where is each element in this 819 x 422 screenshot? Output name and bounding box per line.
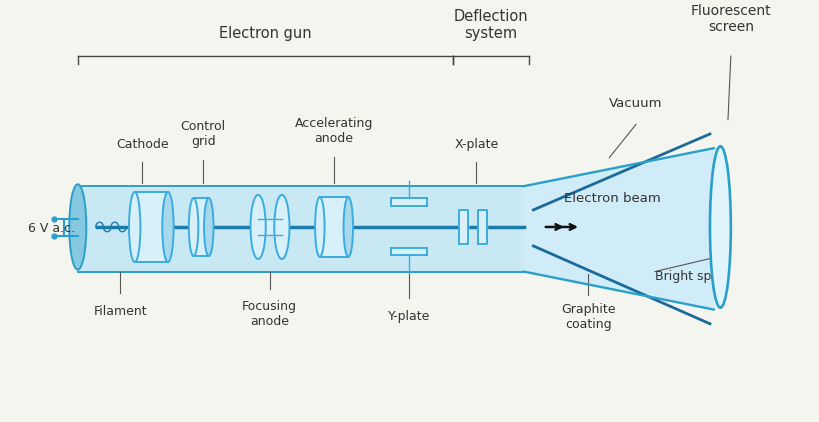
Polygon shape [459, 210, 468, 244]
Polygon shape [193, 198, 209, 256]
Text: Y-plate: Y-plate [387, 310, 430, 322]
Text: Bright spot: Bright spot [654, 270, 723, 283]
Text: Fluorescent
screen: Fluorescent screen [690, 4, 770, 34]
Polygon shape [258, 219, 282, 235]
Text: Control
grid: Control grid [180, 120, 225, 148]
Polygon shape [134, 192, 168, 262]
Ellipse shape [274, 195, 289, 259]
Polygon shape [477, 210, 486, 244]
Text: Cathode: Cathode [115, 138, 169, 151]
Text: Deflection
system: Deflection system [453, 8, 527, 41]
Polygon shape [523, 148, 713, 310]
Polygon shape [391, 248, 427, 255]
Text: Electron gun: Electron gun [219, 26, 311, 41]
Ellipse shape [709, 146, 730, 308]
Text: Filament: Filament [93, 305, 147, 318]
Ellipse shape [343, 197, 353, 257]
Polygon shape [391, 198, 427, 206]
Ellipse shape [129, 192, 140, 262]
Polygon shape [78, 186, 523, 272]
Text: Electron beam: Electron beam [563, 192, 660, 205]
Text: X-plate: X-plate [454, 138, 498, 151]
Text: Graphite
coating: Graphite coating [560, 303, 615, 331]
Ellipse shape [69, 184, 86, 270]
Text: Accelerating
anode: Accelerating anode [295, 117, 373, 145]
Ellipse shape [204, 198, 213, 256]
Ellipse shape [251, 195, 265, 259]
Ellipse shape [314, 197, 324, 257]
Text: Vacuum: Vacuum [609, 97, 662, 110]
Text: Focusing
anode: Focusing anode [242, 300, 296, 328]
Text: 6 V a.c.: 6 V a.c. [29, 222, 75, 235]
Polygon shape [319, 197, 348, 257]
Ellipse shape [188, 198, 198, 256]
Ellipse shape [162, 192, 174, 262]
